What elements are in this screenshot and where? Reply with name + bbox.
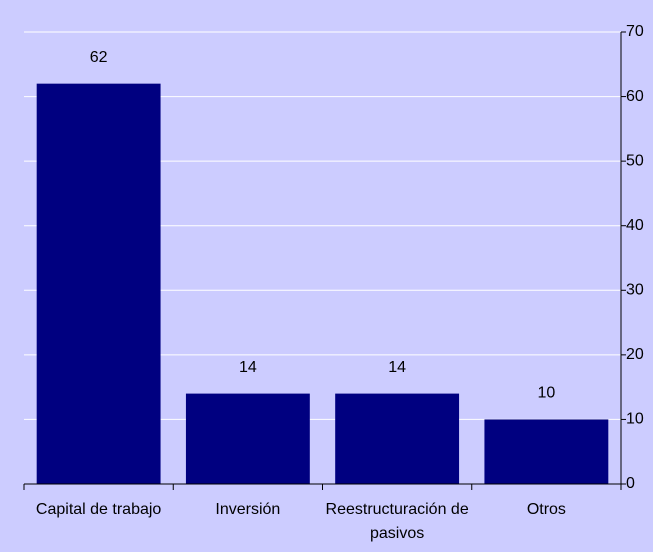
bar <box>484 419 609 484</box>
y-tick-label: 0 <box>626 475 635 492</box>
y-tick-label: 20 <box>626 346 644 363</box>
bar <box>335 393 460 484</box>
value-label: 14 <box>239 359 257 376</box>
x-tick-label: Reestructuración de pasivos <box>325 501 469 542</box>
x-tick-label: Otros <box>526 501 566 518</box>
y-tick-label: 40 <box>626 217 644 234</box>
value-label: 10 <box>537 385 555 402</box>
value-label: 14 <box>388 359 406 376</box>
bar <box>36 83 161 485</box>
y-tick-label: 30 <box>626 282 644 299</box>
y-tick-label: 70 <box>626 23 644 40</box>
y-tick-label: 10 <box>626 411 644 428</box>
bar <box>185 393 310 484</box>
x-tick-label: Capital de trabajo <box>35 501 162 518</box>
x-tick-label: Inversión <box>215 501 281 518</box>
y-tick-label: 60 <box>626 88 644 105</box>
y-tick-label: 50 <box>626 152 644 169</box>
value-label: 62 <box>90 49 108 66</box>
